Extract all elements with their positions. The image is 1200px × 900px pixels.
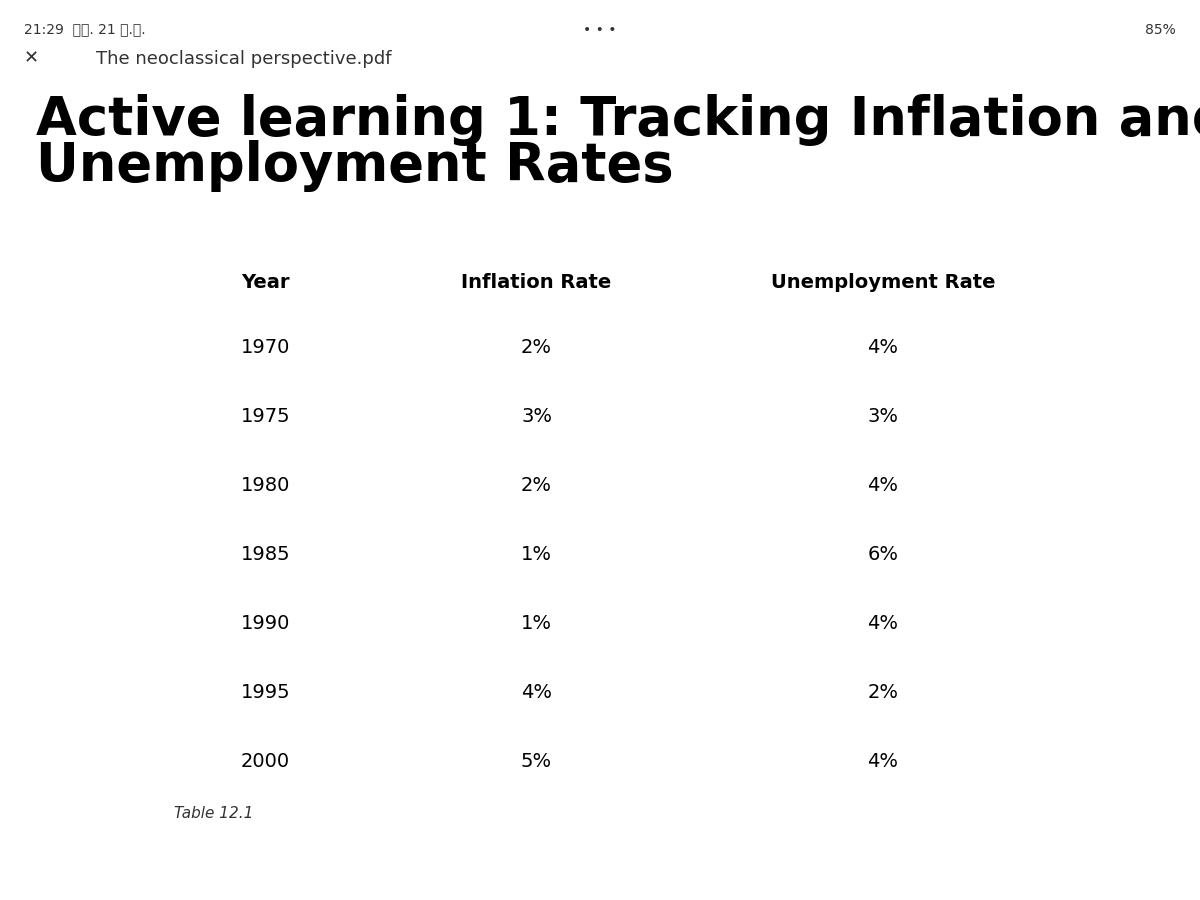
Text: Inflation Rate: Inflation Rate [461, 273, 612, 292]
Text: 2%: 2% [521, 338, 552, 357]
Text: 4%: 4% [868, 476, 899, 495]
Text: 2%: 2% [868, 683, 899, 702]
Text: 1985: 1985 [241, 545, 290, 564]
Text: • • •: • • • [583, 22, 617, 37]
Text: Year: Year [241, 273, 290, 292]
Text: The neoclassical perspective.pdf: The neoclassical perspective.pdf [96, 50, 391, 68]
Text: Active learning 1: Tracking Inflation and: Active learning 1: Tracking Inflation an… [36, 94, 1200, 147]
Text: Unemployment Rates: Unemployment Rates [36, 140, 673, 192]
Text: 3%: 3% [521, 408, 552, 427]
Text: Table 12.1: Table 12.1 [174, 806, 253, 821]
Text: 4%: 4% [868, 615, 899, 634]
Text: 4%: 4% [521, 683, 552, 702]
Text: 21:29  พฤ. 21 ม.ย.: 21:29 พฤ. 21 ม.ย. [24, 22, 145, 37]
Text: 1970: 1970 [241, 338, 290, 357]
Text: 1990: 1990 [241, 615, 290, 634]
Text: 2000: 2000 [241, 752, 290, 771]
Text: 1980: 1980 [241, 476, 290, 495]
Text: Unemployment Rate: Unemployment Rate [770, 273, 995, 292]
Text: 1975: 1975 [241, 408, 290, 427]
Text: 3%: 3% [868, 408, 899, 427]
Text: 1995: 1995 [241, 683, 290, 702]
Text: 6%: 6% [868, 545, 899, 564]
Text: 4%: 4% [868, 752, 899, 771]
Text: 5%: 5% [521, 752, 552, 771]
Text: ✕: ✕ [24, 50, 40, 68]
Text: 1%: 1% [521, 545, 552, 564]
Text: 2%: 2% [521, 476, 552, 495]
Text: 85%: 85% [1145, 22, 1176, 37]
Text: 4%: 4% [868, 338, 899, 357]
Text: 1%: 1% [521, 615, 552, 634]
